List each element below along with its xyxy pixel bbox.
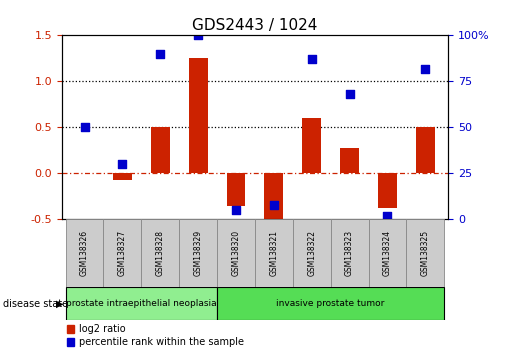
Bar (302, 118, 321, 173)
Text: disease state: disease state (3, 298, 67, 309)
Bar (264, 173, 283, 219)
Text: GSM138327: GSM138327 (118, 230, 127, 276)
Text: GSM138326: GSM138326 (80, 230, 89, 276)
Text: GSM138322: GSM138322 (307, 230, 316, 276)
Bar (227, 173, 246, 206)
FancyBboxPatch shape (331, 219, 369, 287)
Bar (188, 58, 208, 173)
Text: GSM138321: GSM138321 (269, 230, 279, 276)
Text: GSM138329: GSM138329 (194, 230, 202, 276)
FancyBboxPatch shape (406, 219, 444, 287)
FancyBboxPatch shape (104, 219, 141, 287)
Point (346, 91, 354, 97)
FancyBboxPatch shape (217, 287, 444, 320)
Text: ▶: ▶ (56, 298, 63, 309)
Point (118, 161, 127, 167)
Point (307, 57, 316, 62)
Bar (378, 173, 397, 209)
FancyBboxPatch shape (65, 219, 104, 287)
Text: prostate intraepithelial neoplasia: prostate intraepithelial neoplasia (66, 299, 217, 308)
FancyBboxPatch shape (293, 219, 331, 287)
Text: GSM138320: GSM138320 (231, 230, 241, 276)
Point (270, 202, 278, 207)
Point (421, 66, 430, 72)
Title: GDS2443 / 1024: GDS2443 / 1024 (192, 18, 318, 33)
Bar (416, 127, 435, 173)
FancyBboxPatch shape (255, 219, 293, 287)
Point (232, 207, 240, 213)
FancyBboxPatch shape (65, 287, 217, 320)
Bar (113, 173, 132, 180)
Point (194, 33, 202, 38)
FancyBboxPatch shape (217, 219, 255, 287)
FancyBboxPatch shape (369, 219, 406, 287)
Text: GSM138323: GSM138323 (345, 230, 354, 276)
Legend: log2 ratio, percentile rank within the sample: log2 ratio, percentile rank within the s… (66, 325, 244, 347)
Point (156, 51, 164, 57)
Text: GSM138325: GSM138325 (421, 230, 430, 276)
FancyBboxPatch shape (179, 219, 217, 287)
Text: GSM138328: GSM138328 (156, 230, 165, 276)
Bar (340, 148, 359, 173)
Text: invasive prostate tumor: invasive prostate tumor (277, 299, 385, 308)
Text: GSM138324: GSM138324 (383, 230, 392, 276)
FancyBboxPatch shape (141, 219, 179, 287)
Bar (151, 127, 170, 173)
Point (383, 213, 391, 219)
Point (80, 125, 89, 130)
